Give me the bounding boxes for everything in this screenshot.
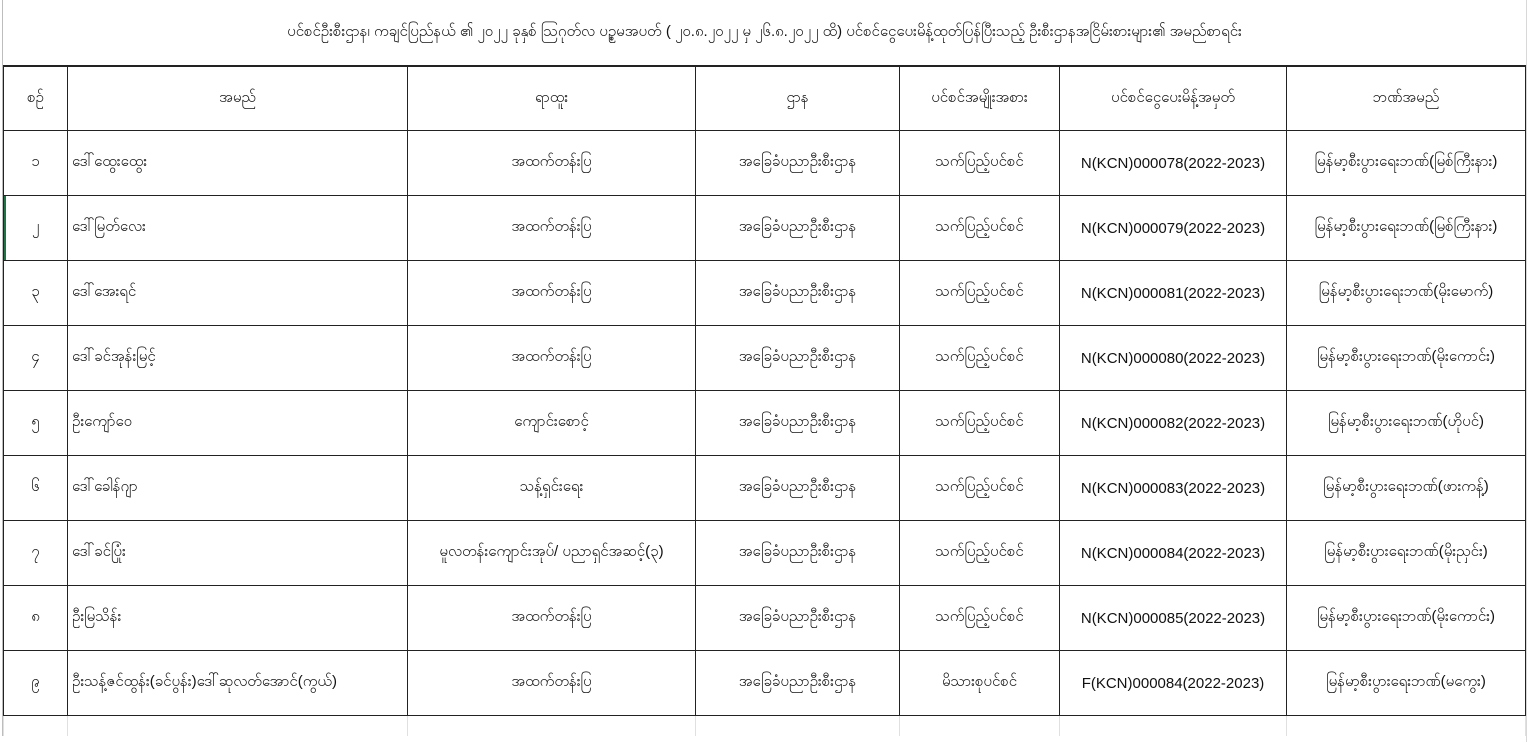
column-header-pension-order-no[interactable]: ပင်စင်ငွေပေးမိန့်အမှတ် [1059,65,1287,131]
cell-serial[interactable]: ၈ [3,585,68,651]
column-header-serial[interactable]: စဉ် [3,65,68,131]
cell-department[interactable]: အခြေခံပညာဦးစီးဌာန [695,325,900,391]
table-row: ၂ဒေါ်မြတ်လေး အထက်တန်းပြ အခြေခံပညာဦးစီးဌာနသ… [3,195,1526,261]
empty-row [3,715,1526,736]
cell-department[interactable]: အခြေခံပညာဦးစီးဌာန [695,390,900,456]
cell-name[interactable]: ဒေါ်ခင်ပြုံး [67,520,408,586]
cell-pension-order-no[interactable]: N(KCN)000083(2022-2023) [1059,455,1287,521]
cell-position[interactable]: အထက်တန်းပြ [407,650,696,716]
cell-department[interactable]: အခြေခံပညာဦးစီးဌာန [695,650,900,716]
cell-pension-order-no[interactable]: F(KCN)000084(2022-2023) [1059,650,1287,716]
cell-pension-type[interactable]: သက်ပြည့်ပင်စင် [899,520,1060,586]
table-row: ၈ဦးမြသိန်း အထက်တန်းပြ အခြေခံပညာဦးစီးဌာန သက်… [3,585,1526,651]
cell-bank[interactable]: မြန်မာ့စီးပွားရေးဘဏ်(ဟိုပင်) [1286,390,1526,456]
cell-name[interactable]: ဒေါ်ထွေးထွေး [67,130,408,196]
cell-pension-order-no[interactable]: N(KCN)000078(2022-2023) [1059,130,1287,196]
cell-pension-order-no[interactable]: N(KCN)000079(2022-2023) [1059,195,1287,261]
cell-serial[interactable]: ၉ [3,650,68,716]
cell-name[interactable]: ဒေါ်ခင်အုန်းမြင့် [67,325,408,391]
cell-bank[interactable]: မြန်မာ့စီးပွားရေးဘဏ်(ဖားကန့်) [1286,455,1526,521]
cell-bank[interactable]: မြန်မာ့စီးပွားရေးဘဏ်(မကွေး) [1286,650,1526,716]
table-row: ၇ဒေါ်ခင်ပြုံး မူလတန်းကျောင်းအုပ်/ ပညာရှင်… [3,520,1526,586]
table-row: ၆ဒေါ်ခေါန်ဂျာ သန့်ရှင်းရေး အခြေခံပညာဦးစီးဌ… [3,455,1526,521]
cell-pension-order-no[interactable]: N(KCN)000081(2022-2023) [1059,260,1287,326]
header-row: စဉ် အမည် ရာထူး ဌာန ပင်စင်အမျိုးအစား ပင်စင်ငွေ… [3,65,1526,131]
cell-pension-type[interactable]: သက်ပြည့်ပင်စင် [899,195,1060,261]
cell-pension-order-no[interactable]: N(KCN)000085(2022-2023) [1059,585,1287,651]
cell-name[interactable]: ဒေါ်ခေါန်ဂျာ [67,455,408,521]
cell-bank[interactable]: မြန်မာ့စီးပွားရေးဘဏ်(မြစ်ကြီးနား) [1286,195,1526,261]
cell-serial[interactable]: ၁ [3,130,68,196]
column-header-name[interactable]: အမည် [67,65,408,131]
cell-bank[interactable]: မြန်မာ့စီးပွားရေးဘဏ်(မိုးကောင်း) [1286,585,1526,651]
cell-pension-type[interactable]: သက်ပြည့်ပင်စင် [899,585,1060,651]
cell-bank[interactable]: မြန်မာ့စီးပွားရေးဘဏ်(မိုးကောင်း) [1286,325,1526,391]
column-header-position[interactable]: ရာထူး [407,65,696,131]
cell-department[interactable]: အခြေခံပညာဦးစီးဌာန [695,585,900,651]
pension-table: ပင်စင်ဦးစီးဌာန၊ ကချင်ပြည်နယ် ၏ ၂၀၂၂ ခုနှ… [3,0,1526,736]
sheet-title[interactable]: ပင်စင်ဦးစီးဌာန၊ ကချင်ပြည်နယ် ၏ ၂၀၂၂ ခုနှ… [3,0,1526,67]
cell-bank[interactable]: မြန်မာ့စီးပွားရေးဘဏ်(မိုးညှင်း) [1286,520,1526,586]
cell-bank[interactable]: မြန်မာ့စီးပွားရေးဘဏ်(မြစ်ကြီးနား) [1286,130,1526,196]
cell-name[interactable]: ဦးမြသိန်း [67,585,408,651]
column-header-pension-type[interactable]: ပင်စင်အမျိုးအစား [899,65,1060,131]
cell-pension-type[interactable]: သက်ပြည့်ပင်စင် [899,325,1060,391]
cell-pension-order-no[interactable]: N(KCN)000082(2022-2023) [1059,390,1287,456]
table-row: ၉ဦးသန့်ဇင်ထွန်း(ခင်ပွန်း)ဒေါ်ဆုလတ်အောင်(… [3,650,1526,716]
cell-position[interactable]: သန့်ရှင်းရေး [407,455,696,521]
title-row: ပင်စင်ဦးစီးဌာန၊ ကချင်ပြည်နယ် ၏ ၂၀၂၂ ခုနှ… [3,0,1526,67]
cell-pension-type[interactable]: သက်ပြည့်ပင်စင် [899,455,1060,521]
cell-serial[interactable]: ၅ [3,390,68,456]
cell-position[interactable]: အထက်တန်းပြ [407,325,696,391]
cell-department[interactable]: အခြေခံပညာဦးစီးဌာန [695,195,900,261]
table-row: ၁ဒေါ်ထွေးထွေး အထက်တန်းပြ အခြေခံပညာဦးစီးဌာန… [3,130,1526,196]
cell-bank[interactable]: မြန်မာ့စီးပွားရေးဘဏ်(မိုးမောက်) [1286,260,1526,326]
cell-department[interactable]: အခြေခံပညာဦးစီးဌာန [695,130,900,196]
cell-serial[interactable]: ၄ [3,325,68,391]
cell-name[interactable]: ဒေါ်မြတ်လေး [67,195,408,261]
cell-position[interactable]: ကျောင်းစောင့် [407,390,696,456]
table-row: ၃ဒေါ်အေးရင် အထက်တန်းပြ အခြေခံပညာဦးစီးဌာန သက… [3,260,1526,326]
gridline [1526,0,1532,742]
cell-position[interactable]: အထက်တန်းပြ [407,585,696,651]
cell-serial[interactable]: ၆ [3,455,68,521]
cell-pension-order-no[interactable]: N(KCN)000080(2022-2023) [1059,325,1287,391]
table-row: ၅ဦးကျော်ဝေ ကျောင်းစောင့် အခြေခံပညာဦးစီးဌာန… [3,390,1526,456]
cell-position[interactable]: အထက်တန်းပြ [407,195,696,261]
cell-name[interactable]: ဒေါ်အေးရင် [67,260,408,326]
cell-pension-type[interactable]: သက်ပြည့်ပင်စင် [899,260,1060,326]
cell-department[interactable]: အခြေခံပညာဦးစီးဌာန [695,455,900,521]
cell-position[interactable]: မူလတန်းကျောင်းအုပ်/ ပညာရှင်အဆင့်(၃) [407,520,696,586]
column-header-department[interactable]: ဌာန [695,65,900,131]
cell-pension-type[interactable]: သက်ပြည့်ပင်စင် [899,130,1060,196]
cell-serial[interactable]: ၃ [3,260,68,326]
cell-name[interactable]: ဦးကျော်ဝေ [67,390,408,456]
cell-name[interactable]: ဦးသန့်ဇင်ထွန်း(ခင်ပွန်း)ဒေါ်ဆုလတ်အောင်(က… [67,650,408,716]
cell-pension-type[interactable]: သက်ပြည့်ပင်စင် [899,390,1060,456]
table-row: ၄ဒေါ်ခင်အုန်းမြင့် အထက်တန်းပြ အခြေခံပညာဦးစ… [3,325,1526,391]
cell-position[interactable]: အထက်တန်းပြ [407,130,696,196]
cell-serial[interactable]: ၂ [3,195,68,261]
cell-pension-order-no[interactable]: N(KCN)000084(2022-2023) [1059,520,1287,586]
cell-pension-type[interactable]: မိသားစုပင်စင် [899,650,1060,716]
cell-department[interactable]: အခြေခံပညာဦးစီးဌာန [695,260,900,326]
cell-serial[interactable]: ၇ [3,520,68,586]
cell-position[interactable]: အထက်တန်းပြ [407,260,696,326]
cell-department[interactable]: အခြေခံပညာဦးစီးဌာန [695,520,900,586]
column-header-bank[interactable]: ဘဏ်အမည် [1286,65,1526,131]
